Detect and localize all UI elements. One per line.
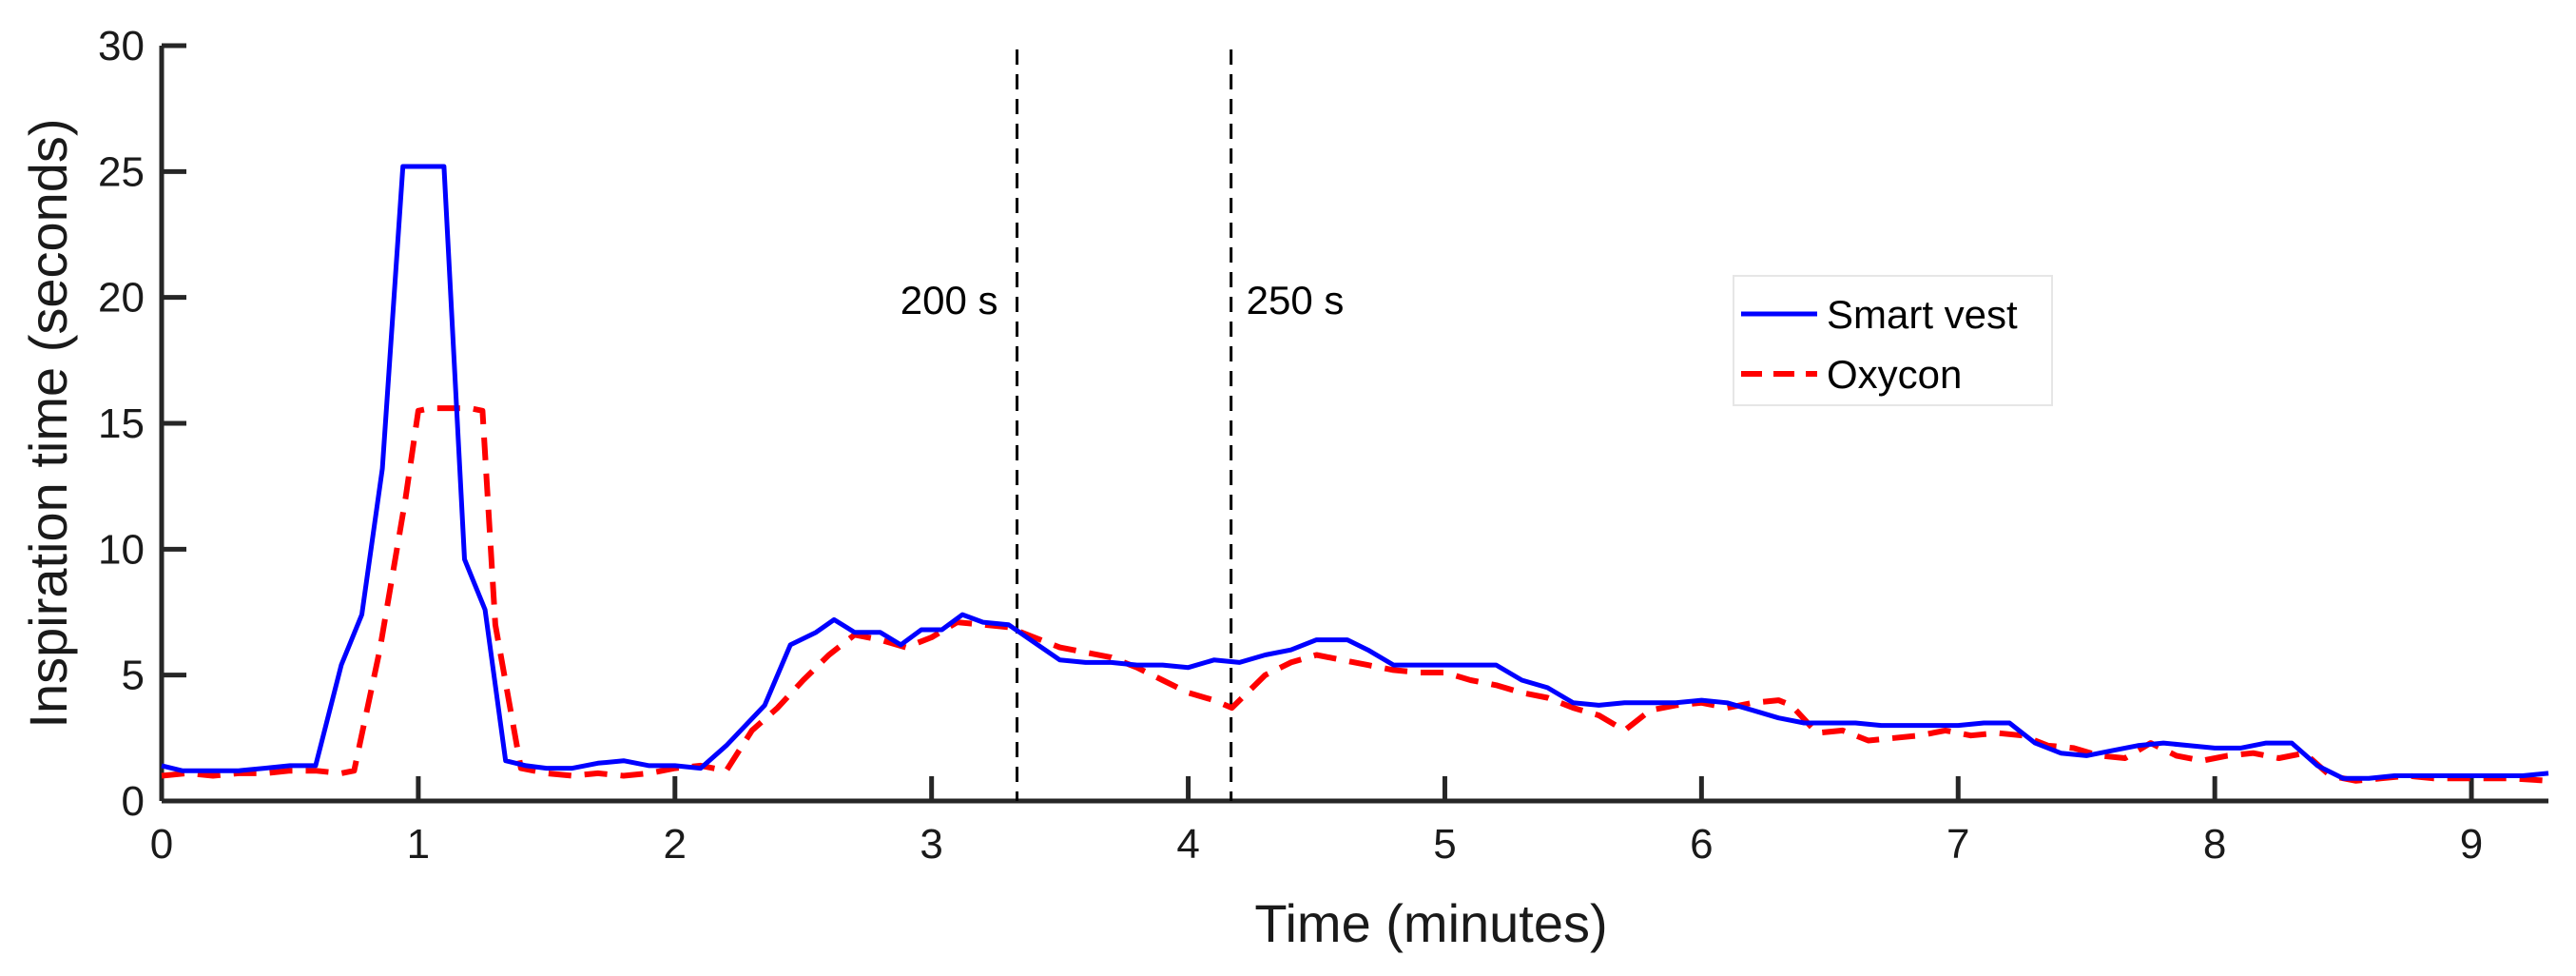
annotation-label: 200 s: [901, 278, 998, 322]
x-tick-label: 8: [2203, 821, 2226, 868]
x-tick-label: 7: [1947, 821, 1969, 868]
legend-label: Oxycon: [1827, 352, 1962, 397]
x-tick-label: 6: [1690, 821, 1713, 868]
series-line-smart-vest: [161, 164, 2549, 781]
series-layer: [161, 164, 2549, 784]
x-tick-label: 9: [2460, 821, 2483, 868]
x-axis-label: Time (minutes): [1254, 893, 1607, 953]
y-tick-label: 25: [98, 148, 145, 195]
legend-box: [1733, 275, 2053, 406]
y-tick-label: 20: [98, 275, 145, 322]
y-tick-label: 0: [122, 778, 145, 825]
legend-label: Smart vest: [1827, 292, 2018, 337]
axes: 0 1 2 3 4 5 6 7 8 9 0 5 10 15 20 25 30: [98, 23, 2548, 868]
x-tick-label: 4: [1176, 821, 1199, 868]
y-axis-label: Inspiration time (seconds): [18, 118, 78, 728]
x-tick-label: 0: [150, 821, 173, 868]
x-tick-label: 1: [407, 821, 430, 868]
annotation-label: 250 s: [1247, 278, 1345, 322]
annotations-layer: 200 s 250 s: [901, 49, 1345, 801]
x-tick-label: 5: [1433, 821, 1456, 868]
y-tick-label: 5: [122, 653, 145, 699]
x-tick-label: 2: [664, 821, 687, 868]
y-tick-label: 15: [98, 400, 145, 447]
y-tick-label: 30: [98, 23, 145, 69]
legend: Smart vest Oxycon: [1733, 275, 2053, 406]
y-tick-label: 10: [98, 526, 145, 573]
x-tick-label: 3: [920, 821, 942, 868]
series-line-oxycon: [161, 405, 2549, 784]
